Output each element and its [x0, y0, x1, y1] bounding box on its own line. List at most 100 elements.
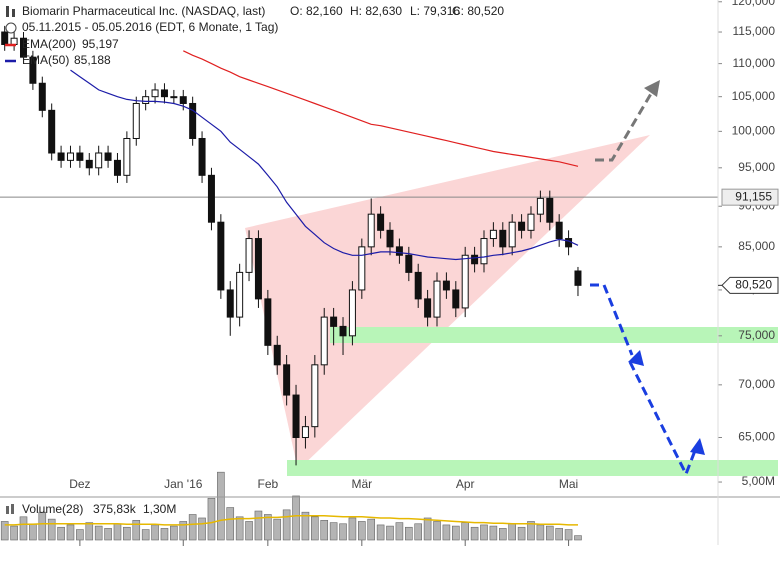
volume-bar	[470, 526, 479, 541]
candle-body	[170, 96, 178, 99]
y-tick-label: 65,000	[738, 430, 775, 444]
volume-bar	[235, 516, 244, 541]
legend-value: 1,30M	[143, 502, 176, 516]
volume-bar	[57, 526, 65, 541]
volume-bar	[508, 523, 516, 541]
volume-bar	[329, 522, 338, 541]
quote: C: 80,520	[452, 4, 504, 18]
volume-bar	[151, 524, 159, 541]
candle-body	[386, 229, 394, 248]
volume-bar	[480, 524, 488, 541]
x-tick-label: Jan '16	[164, 477, 203, 491]
y-tick-label: 105,000	[732, 89, 776, 103]
arrow-up	[595, 91, 654, 162]
legend-icon	[6, 506, 9, 514]
volume-bar	[564, 529, 573, 541]
candle-body	[113, 159, 121, 176]
volume-bar	[489, 525, 498, 541]
arrowhead	[690, 438, 705, 455]
title: Biomarin Pharmaceutical Inc. (NASDAQ, la…	[22, 4, 265, 18]
arrow-down	[628, 361, 698, 478]
volume-bar	[348, 517, 357, 541]
candle-body	[48, 109, 56, 154]
volume-bar	[132, 519, 141, 541]
candle-body	[76, 152, 84, 161]
candle-body	[189, 102, 197, 139]
candle-body	[132, 102, 140, 139]
candle-body	[57, 152, 65, 161]
y-tick-label: 95,000	[738, 160, 775, 174]
volume-bar	[423, 517, 432, 541]
volume-bar	[339, 523, 347, 541]
candle-body	[10, 37, 18, 45]
candle-body	[471, 254, 479, 265]
x-tick-label: Apr	[456, 477, 475, 491]
candle-body	[395, 246, 403, 256]
candle-body	[29, 56, 37, 84]
volume-bar	[451, 525, 460, 541]
candle-body	[433, 280, 441, 318]
y-tick-label: 100,000	[732, 124, 776, 138]
candle-body	[442, 280, 450, 291]
y-tick-label: 5,00M	[742, 474, 775, 488]
volume-bar	[66, 524, 75, 541]
y-tick-label: 70,000	[738, 377, 775, 391]
volume-bar	[433, 521, 441, 541]
volume-bar	[264, 514, 272, 541]
candle-body	[574, 270, 582, 286]
candle-body	[461, 254, 469, 309]
candle-body	[142, 96, 150, 104]
candle-body	[245, 238, 253, 273]
candle-body	[358, 246, 366, 291]
candle-body	[226, 289, 234, 318]
quote: H: 82,630	[350, 4, 402, 18]
arrowhead	[644, 80, 660, 97]
y-tick-label: 85,000	[738, 239, 775, 253]
candle-body	[85, 159, 93, 169]
volume-bar	[395, 522, 404, 541]
volume-bar	[545, 525, 554, 541]
candle-body	[254, 238, 262, 300]
support-band	[330, 327, 778, 343]
candle-body	[330, 316, 338, 327]
candle-body	[480, 238, 488, 265]
support-band	[287, 460, 778, 476]
volume-bar	[76, 529, 84, 541]
volume-bar	[386, 525, 394, 541]
candle-body	[301, 426, 309, 439]
quote: L: 79,316	[410, 4, 460, 18]
volume-bar	[123, 526, 131, 541]
ema-line	[70, 69, 579, 261]
candle-body	[452, 289, 460, 309]
price-label: 80,520	[735, 278, 772, 292]
price-box	[721, 276, 779, 294]
legend-value: 85,188	[74, 53, 111, 67]
volume-bar	[217, 471, 225, 541]
x-tick-label: Feb	[257, 477, 278, 491]
arrowhead	[628, 350, 644, 366]
volume-bar	[254, 510, 263, 541]
legend-value: 375,83k	[93, 502, 137, 516]
volume-bar	[367, 518, 376, 541]
candle-body	[565, 238, 573, 248]
volume-bar	[179, 521, 188, 541]
candle-body	[518, 221, 526, 231]
legend-value: 95,197	[82, 37, 119, 51]
forecast-arrows	[590, 80, 705, 478]
legend-icon	[11, 504, 14, 514]
y-tick-label: 110,000	[733, 56, 776, 70]
y-tick-label: 115,000	[733, 24, 776, 38]
volume-bar	[245, 521, 253, 541]
candle-body	[555, 221, 563, 240]
volume-bar	[207, 497, 216, 541]
subtitle: 05.11.2015 - 05.05.2016 (EDT, 6 Monate, …	[22, 20, 278, 34]
price-label: 91,155	[735, 189, 772, 203]
candle-body	[1, 31, 9, 45]
overlay: 91,155 80,520 EMA(200) 95,197 EMA(50) 85,188 V…	[5, 37, 779, 516]
volume-bar	[113, 523, 122, 541]
candle-body	[320, 316, 328, 366]
candle-body	[405, 254, 413, 273]
candle-body	[104, 152, 112, 161]
volume-bar	[405, 526, 413, 541]
candle-body	[38, 82, 46, 111]
